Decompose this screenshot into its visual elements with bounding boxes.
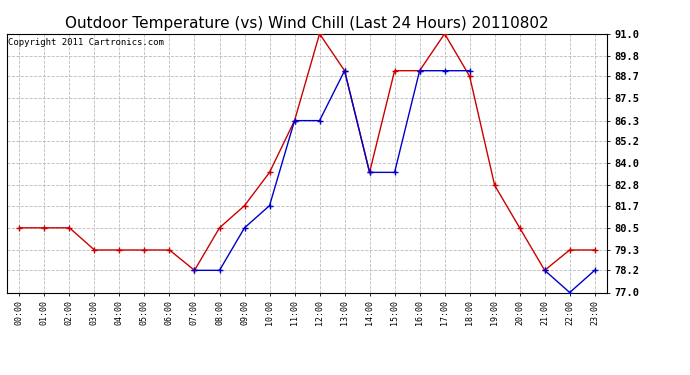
Text: Copyright 2011 Cartronics.com: Copyright 2011 Cartronics.com — [8, 38, 164, 46]
Title: Outdoor Temperature (vs) Wind Chill (Last 24 Hours) 20110802: Outdoor Temperature (vs) Wind Chill (Las… — [66, 16, 549, 31]
